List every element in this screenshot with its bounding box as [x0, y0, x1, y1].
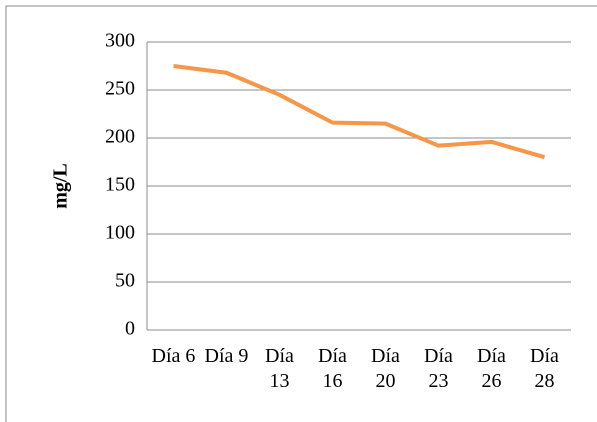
x-tick-label: Día 20 [371, 345, 400, 392]
y-tick-label: 100 [105, 222, 135, 244]
y-tick-label: 0 [125, 318, 135, 340]
x-tick-label: Día 28 [530, 345, 559, 392]
x-tick-label: Día 16 [318, 345, 347, 392]
y-tick-label: 50 [115, 270, 135, 292]
y-tick-label: 300 [105, 30, 135, 52]
x-tick-label: Día 9 [204, 345, 249, 367]
y-tick-label: 250 [105, 78, 135, 100]
x-tick-label: Día 23 [424, 345, 453, 392]
y-axis-label: mg/L [50, 163, 72, 209]
x-tick-label: Día 13 [265, 345, 294, 392]
y-tick-label: 150 [105, 174, 135, 196]
x-tick-label: Día 26 [477, 345, 506, 392]
y-tick-label: 200 [105, 126, 135, 148]
data-line [173, 64, 546, 160]
chart-border [5, 5, 597, 422]
x-tick-label: Día 6 [151, 345, 196, 367]
